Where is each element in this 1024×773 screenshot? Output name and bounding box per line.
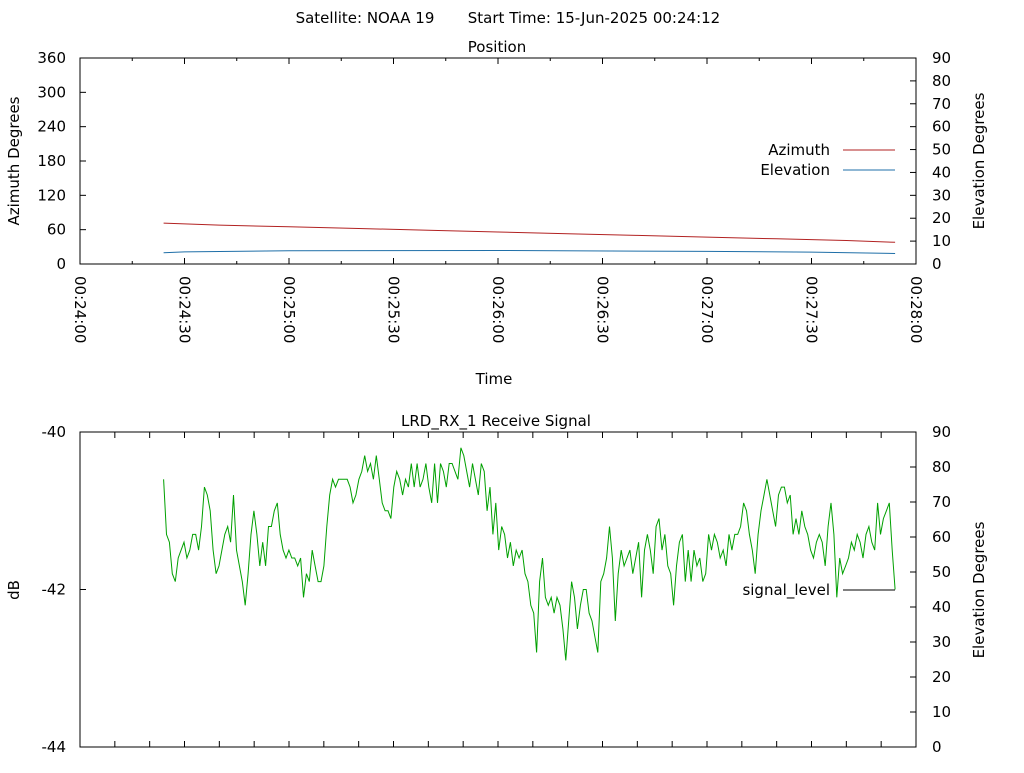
azimuth-legend-label: Azimuth [768, 141, 830, 159]
y2-tick-label: 30 [932, 186, 951, 204]
y2-tick-label: 80 [932, 72, 951, 90]
start-time-label: Start Time: 15-Jun-2025 00:24:12 [468, 9, 720, 27]
y-tick-label: 60 [47, 221, 66, 239]
y-tick-label: 300 [37, 83, 66, 101]
x-tick-label: 00:26:30 [594, 276, 612, 343]
x-tick-label: 00:24:00 [71, 276, 89, 343]
y2-tick-label: 60 [932, 528, 951, 546]
y2-tick-label: 30 [932, 633, 951, 651]
x-tick-label: 00:25:00 [280, 276, 298, 343]
x-tick-label: 00:27:00 [698, 276, 716, 343]
x-tick-label: 00:27:30 [803, 276, 821, 343]
position-chart-marks: 0 60 120 180 240 300 360 0 10 20 30 40 50 60 70 80 90 00:… [37, 49, 951, 343]
y-tick-label: 180 [37, 152, 66, 170]
signal-y-axis-label: dB [5, 580, 23, 600]
y-tick-label: 240 [37, 118, 66, 136]
y2-tick-label: 10 [932, 703, 951, 721]
position-y2-axis-label: Elevation Degrees [970, 92, 988, 229]
x-tick-label: 00:25:30 [385, 276, 403, 343]
y2-tick-label: 40 [932, 598, 951, 616]
y-tick-label: -42 [42, 581, 67, 599]
y2-tick-label: 10 [932, 232, 951, 250]
position-chart-title: Position [468, 38, 526, 56]
signal-level-legend-label: signal_level [742, 581, 830, 600]
y2-tick-label: 40 [932, 163, 951, 181]
y2-tick-label: 0 [932, 738, 942, 756]
x-tick-label: 00:24:30 [176, 276, 194, 343]
elevation-series-line [163, 249, 896, 254]
signal-chart-marks: -44 -42 -40 0 10 20 30 40 50 60 70 80 90 signal_level [42, 423, 952, 756]
y2-tick-label: 50 [932, 141, 951, 159]
position-x-axis-label: Time [475, 370, 513, 388]
y-tick-label: 0 [56, 255, 66, 273]
y-tick-label: 120 [37, 186, 66, 204]
y2-tick-label: 90 [932, 423, 951, 441]
y2-tick-label: 60 [932, 118, 951, 136]
signal-y2-axis-label: Elevation Degrees [970, 521, 988, 658]
satellite-label: Satellite: NOAA 19 [296, 9, 435, 27]
elevation-legend-label: Elevation [760, 161, 830, 179]
y2-tick-label: 70 [932, 95, 951, 113]
x-tick-label: 00:28:00 [907, 276, 925, 343]
y2-tick-label: 70 [932, 493, 951, 511]
y2-tick-label: 80 [932, 458, 951, 476]
y-tick-label: 360 [37, 49, 66, 67]
y-tick-label: -40 [42, 423, 67, 441]
azimuth-series-line [163, 222, 896, 243]
signal-level-series-line [163, 447, 896, 661]
x-tick-label: 00:26:00 [489, 276, 507, 343]
signal-chart-title: LRD_RX_1 Receive Signal [401, 412, 591, 431]
y2-tick-label: 0 [932, 255, 942, 273]
y2-tick-label: 20 [932, 209, 951, 227]
y2-tick-label: 20 [932, 668, 951, 686]
y2-tick-label: 50 [932, 563, 951, 581]
y2-tick-label: 90 [932, 49, 951, 67]
y-tick-label: -44 [42, 738, 67, 756]
position-y-axis-label: Azimuth Degrees [5, 96, 23, 225]
